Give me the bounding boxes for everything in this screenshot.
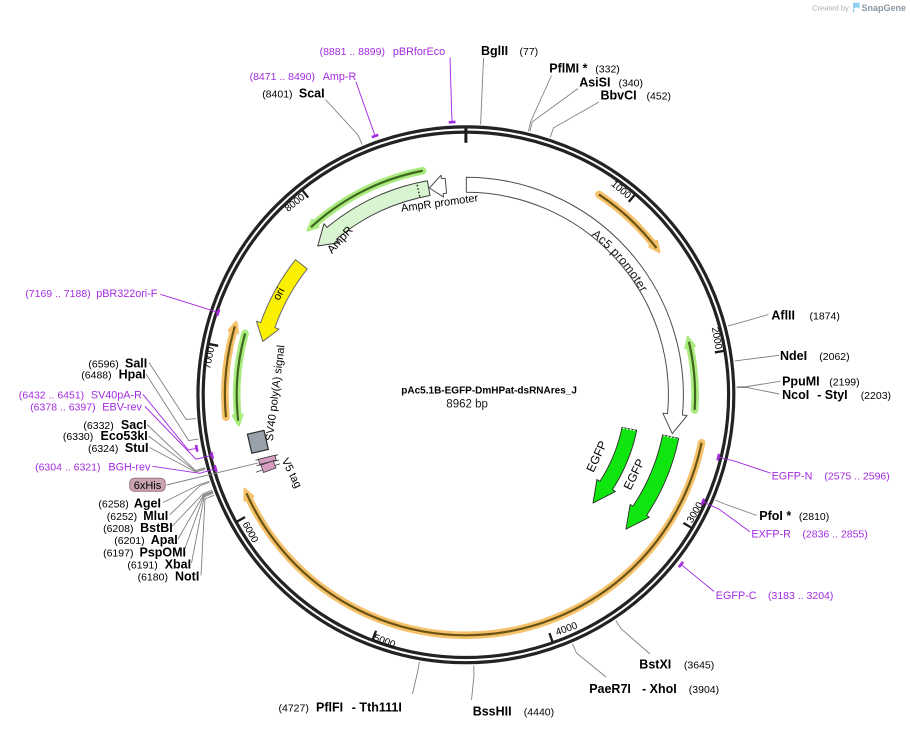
svg-text:- StyI: - StyI (817, 388, 848, 402)
svg-text:(6324): (6324) (88, 443, 118, 455)
svg-text:PflFI: PflFI (316, 700, 343, 714)
svg-text:AsiSI: AsiSI (579, 75, 610, 89)
svg-text:NdeI: NdeI (780, 349, 807, 363)
svg-text:PpuMI: PpuMI (782, 375, 820, 389)
svg-text:SnapGene: SnapGene (862, 3, 907, 13)
svg-text:EGFP-C: EGFP-C (716, 590, 757, 602)
svg-text:Created by: Created by (812, 4, 849, 13)
svg-text:8962 bp: 8962 bp (446, 399, 488, 411)
svg-text:EXFP-R: EXFP-R (751, 528, 791, 540)
svg-text:(77): (77) (520, 46, 539, 58)
svg-text:(6488): (6488) (81, 369, 111, 381)
svg-text:pBR322ori-F: pBR322ori-F (96, 288, 158, 300)
svg-text:(2203): (2203) (861, 390, 891, 402)
svg-text:BglII: BglII (481, 44, 508, 58)
svg-text:pAc5.1B-EGFP-DmHPat-dsRNAres_J: pAc5.1B-EGFP-DmHPat-dsRNAres_J (401, 385, 577, 396)
svg-text:ScaI: ScaI (299, 86, 325, 100)
svg-text:(2575 .. 2596): (2575 .. 2596) (824, 470, 889, 482)
svg-text:(6304 .. 6321): (6304 .. 6321) (35, 462, 100, 474)
svg-text:(2062): (2062) (819, 351, 849, 363)
svg-text:- Tth111I: - Tth111I (352, 700, 402, 714)
svg-text:(8471 .. 8490): (8471 .. 8490) (250, 71, 315, 83)
svg-text:BbvCI: BbvCI (601, 89, 637, 103)
svg-text:pBRforEco: pBRforEco (393, 46, 445, 58)
svg-text:(6208): (6208) (103, 523, 133, 535)
svg-text:(8881 .. 8899): (8881 .. 8899) (320, 46, 385, 58)
svg-text:NcoI: NcoI (782, 388, 809, 402)
svg-text:(7169 .. 7188): (7169 .. 7188) (25, 288, 90, 300)
svg-text:StuI: StuI (125, 441, 149, 455)
svg-text:(3904): (3904) (689, 684, 719, 696)
svg-text:6xHis: 6xHis (134, 480, 162, 492)
svg-text:(2199): (2199) (829, 377, 859, 389)
svg-text:EBV-rev: EBV-rev (102, 402, 142, 414)
svg-text:(6197): (6197) (103, 547, 133, 559)
svg-text:BstXI: BstXI (639, 657, 671, 671)
svg-text:NotI: NotI (175, 570, 199, 584)
svg-text:(3183 .. 3204): (3183 .. 3204) (768, 590, 833, 602)
svg-text:(6252): (6252) (107, 511, 137, 523)
svg-text:(4727): (4727) (279, 702, 309, 714)
svg-text:PfoI *: PfoI * (759, 509, 791, 523)
svg-text:(452): (452) (647, 91, 672, 103)
svg-text:(6258): (6258) (98, 499, 128, 511)
svg-text:(1874): (1874) (810, 311, 840, 323)
svg-text:(8401): (8401) (262, 88, 292, 100)
svg-text:Amp-R: Amp-R (323, 71, 357, 83)
svg-text:(4440): (4440) (524, 707, 554, 719)
svg-text:(332): (332) (595, 63, 620, 75)
svg-text:EGFP-N: EGFP-N (772, 470, 813, 482)
svg-text:PaeR7I: PaeR7I (589, 682, 631, 696)
svg-text:(2810): (2810) (799, 511, 829, 523)
svg-text:BGH-rev: BGH-rev (108, 462, 151, 474)
svg-text:(6378 .. 6397): (6378 .. 6397) (30, 402, 95, 414)
svg-text:(2836 .. 2855): (2836 .. 2855) (802, 528, 867, 540)
svg-text:PflMI *: PflMI * (549, 61, 587, 75)
svg-text:(6180): (6180) (138, 572, 168, 584)
svg-text:(6330): (6330) (63, 431, 93, 443)
svg-text:(340): (340) (619, 77, 644, 89)
svg-text:HpaI: HpaI (119, 367, 146, 381)
svg-text:AflII: AflII (771, 309, 795, 323)
svg-text:(3645): (3645) (684, 659, 714, 671)
svg-text:SV40pA-R: SV40pA-R (91, 389, 142, 401)
svg-text:(6191): (6191) (127, 560, 157, 572)
svg-text:- XhoI: - XhoI (642, 682, 677, 696)
svg-text:BssHII: BssHII (473, 705, 512, 719)
svg-text:(6432 .. 6451): (6432 .. 6451) (19, 389, 84, 401)
